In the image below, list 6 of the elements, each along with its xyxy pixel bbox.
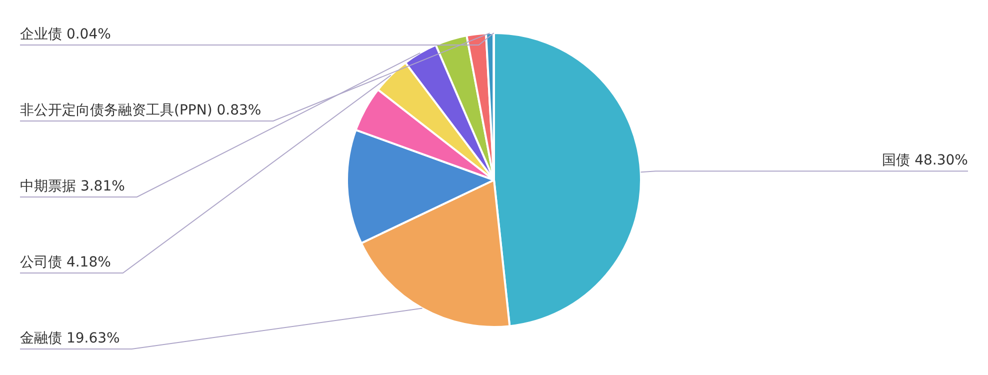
slice-label: 国债 48.30% [882,152,968,169]
slice-label: 金融债 19.63% [20,330,120,347]
slice-label: 非公开定向债务融资工具(PPN) 0.83% [20,102,262,119]
slice-label: 企业债 0.04% [20,26,111,43]
slice-label: 公司债 4.18% [20,254,111,271]
slice-label: 中期票据 3.81% [20,178,125,195]
